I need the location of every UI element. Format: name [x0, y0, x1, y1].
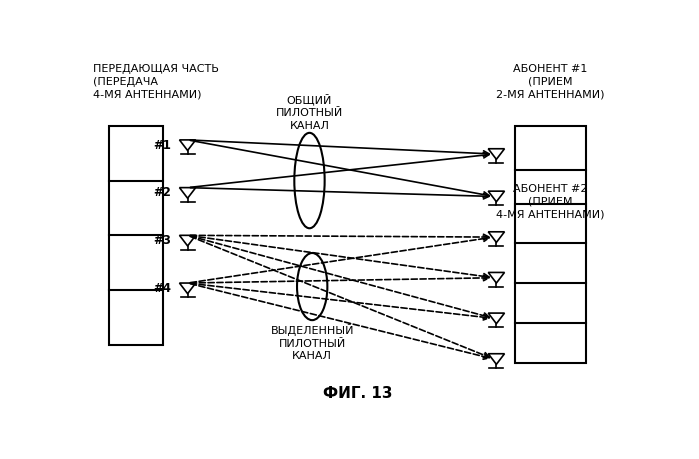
Bar	[109, 126, 163, 345]
Text: #3: #3	[154, 234, 171, 247]
Text: ВЫДЕЛЕННЫЙ
ПИЛОТНЫЙ
КАНАЛ: ВЫДЕЛЕННЫЙ ПИЛОТНЫЙ КАНАЛ	[271, 324, 354, 361]
Text: #1: #1	[154, 139, 171, 152]
Text: АБОНЕНТ #2
(ПРИЕМ
4-МЯ АНТЕННАМИ): АБОНЕНТ #2 (ПРИЕМ 4-МЯ АНТЕННАМИ)	[496, 184, 605, 220]
Text: ОБЩИЙ
ПИЛОТНЫЙ
КАНАЛ: ОБЩИЙ ПИЛОТНЫЙ КАНАЛ	[276, 94, 343, 131]
Text: ПЕРЕДАЮЩАЯ ЧАСТЬ
(ПЕРЕДАЧА
4-МЯ АНТЕННАМИ): ПЕРЕДАЮЩАЯ ЧАСТЬ (ПЕРЕДАЧА 4-МЯ АНТЕННАМ…	[93, 64, 219, 100]
Text: #2: #2	[154, 186, 171, 199]
Bar	[515, 126, 586, 214]
Text: АБОНЕНТ #1
(ПРИЕМ
2-МЯ АНТЕННАМИ): АБОНЕНТ #1 (ПРИЕМ 2-МЯ АНТЕННАМИ)	[496, 64, 605, 100]
Bar	[515, 203, 586, 363]
Text: ФИГ. 13: ФИГ. 13	[324, 386, 393, 402]
Text: #4: #4	[153, 282, 171, 295]
